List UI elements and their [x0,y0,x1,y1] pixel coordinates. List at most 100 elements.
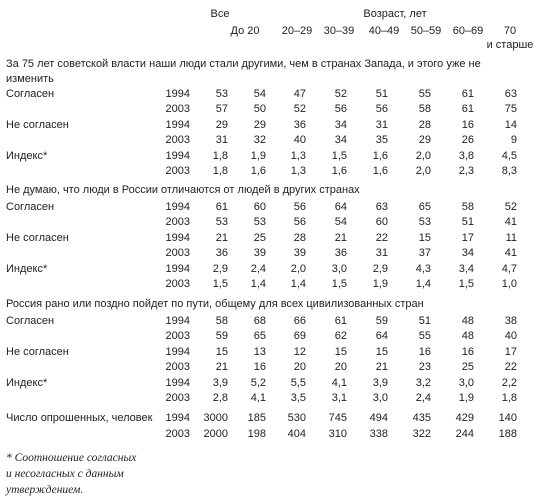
cell-value: 61 [461,103,474,116]
cell-value: 28 [418,118,431,131]
cell-value: 1,5 [331,149,347,162]
cell-value: 1,9 [250,149,266,162]
cell-value: 21 [215,231,228,244]
cell-value: 25 [461,361,474,374]
cell-value: 31 [375,118,388,131]
cell-value: 9 [510,134,517,147]
cell-value: 65 [418,201,431,213]
cell-value: 22 [375,231,388,244]
section-title: Россия рано или поздно пойдет по пути, о… [6,298,424,310]
cell-value: 8,3 [501,165,517,177]
cell-value: 15 [334,345,347,358]
cell-value: 20 [293,361,306,374]
cell-value: 3,1 [331,392,347,404]
cell-value: 1,0 [501,278,517,290]
row-year: 1994 [165,118,190,131]
cell-value: 3,9 [212,376,228,389]
cell-value: 16 [461,118,474,131]
cell-value: 21 [215,361,228,374]
row-label: Согласен [6,315,55,327]
cell-value: 4,5 [501,149,517,162]
row-year: 1994 [165,315,190,327]
cell-value: 39 [293,247,306,260]
cell-value: 15 [215,345,228,358]
cell-value: 22 [504,361,517,374]
cell-value: 244 [455,428,474,440]
cell-value: 51 [461,216,474,229]
cell-value: 3,0 [331,262,347,275]
cell-value: 1,4 [250,278,266,290]
cell-value: 31 [375,247,388,260]
cell-value: 29 [253,118,266,131]
cell-value: 75 [504,103,517,116]
cell-value: 58 [461,201,474,213]
cell-value: 1,3 [290,165,306,177]
cell-value: 40 [293,134,306,147]
cell-value: 52 [334,88,347,100]
cell-value: 64 [334,201,347,213]
cell-value: 52 [293,103,306,116]
cell-value: 1,9 [372,278,388,290]
cell-value: 63 [504,88,517,100]
cell-value: 51 [418,315,431,327]
cell-value: 56 [375,103,388,116]
row-year: 2003 [165,361,190,374]
cell-value: 68 [253,315,266,327]
cell-value: 1,6 [372,165,388,177]
row-label: Согласен [6,201,55,213]
cell-value: 2,8 [212,392,228,404]
cell-value: 2,4 [415,392,431,404]
cell-value: 34 [334,134,347,147]
section-title: За 75 лет советской власти наши люди ста… [6,58,481,85]
row-year: 2003 [165,247,190,260]
cell-value: 1,4 [415,278,431,290]
row-label: Индекс* [6,149,48,162]
cell-value: 51 [375,88,388,100]
cell-value: 3,8 [458,149,474,162]
cell-value: 56 [293,201,306,213]
cell-value: 15 [418,231,431,244]
cell-value: 66 [293,315,306,327]
cell-value: 36 [293,118,306,131]
cell-value: 3000 [203,412,228,424]
cell-value: 338 [369,428,388,440]
row-year: 2003 [165,428,190,440]
cell-value: 59 [215,330,228,343]
cell-value: 53 [418,216,431,229]
row-label: Число опрошенных, человек [6,412,153,424]
cell-value: 3,9 [372,376,388,389]
row-year: 1994 [165,376,190,389]
cell-value: 54 [334,216,347,229]
header-age: Возраст, лет [363,8,427,20]
cell-value: 530 [287,412,306,424]
column-header: 50–59 [410,25,442,37]
cell-value: 1,8 [501,392,517,404]
cell-value: 435 [412,412,431,424]
cell-value: 2,9 [212,262,228,275]
cell-value: 23 [418,361,431,374]
cell-value: 35 [375,134,388,147]
cell-value: 5,2 [250,376,266,389]
cell-value: 53 [215,216,228,229]
cell-value: 4,1 [331,376,347,389]
cell-value: 60 [253,201,266,213]
cell-value: 17 [504,345,517,358]
row-label: Индекс* [6,376,48,389]
cell-value: 55 [418,330,431,343]
cell-value: 41 [504,247,517,260]
row-year: 2003 [165,134,190,147]
cell-value: 2,2 [501,376,517,389]
cell-value: 53 [215,88,228,100]
cell-value: 429 [455,412,474,424]
row-label: Согласен [6,88,55,100]
cell-value: 47 [293,88,306,100]
cell-value: 3,0 [458,376,474,389]
cell-value: 1,8 [212,165,228,177]
cell-value: 29 [418,134,431,147]
cell-value: 38 [504,315,517,327]
cell-value: 4,7 [501,262,517,275]
cell-value: 1,6 [372,149,388,162]
cell-value: 25 [253,231,266,244]
cell-value: 57 [215,103,228,116]
